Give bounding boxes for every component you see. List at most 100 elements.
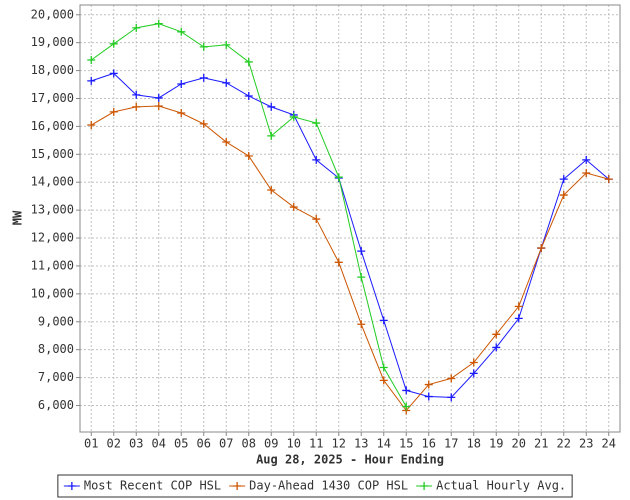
marker-shape bbox=[312, 215, 321, 224]
marker-shape bbox=[233, 482, 242, 490]
marker-shape bbox=[177, 79, 186, 88]
marker bbox=[87, 76, 96, 85]
marker bbox=[334, 258, 343, 267]
marker-shape bbox=[177, 27, 186, 36]
marker bbox=[402, 402, 411, 411]
x-tick-label: 16 bbox=[422, 437, 436, 451]
marker-shape bbox=[154, 102, 163, 111]
marker bbox=[244, 151, 253, 160]
marker bbox=[379, 363, 388, 372]
marker-shape bbox=[109, 69, 118, 78]
marker bbox=[312, 215, 321, 224]
marker-shape bbox=[469, 358, 478, 367]
marker-shape bbox=[379, 316, 388, 325]
x-axis-label: Aug 28, 2025 - Hour Ending bbox=[256, 453, 444, 467]
marker bbox=[87, 121, 96, 130]
marker-shape bbox=[109, 107, 118, 116]
legend-label: Actual Hourly Avg. bbox=[436, 479, 566, 493]
x-tick-label: 20 bbox=[512, 437, 526, 451]
x-tick-label: 10 bbox=[287, 437, 301, 451]
marker bbox=[537, 244, 546, 253]
marker bbox=[469, 369, 478, 378]
marker-shape bbox=[289, 112, 298, 121]
marker-shape bbox=[199, 73, 208, 82]
marker-shape bbox=[312, 155, 321, 164]
x-tick-label: 15 bbox=[399, 437, 413, 451]
marker bbox=[357, 247, 366, 256]
x-tick-label: 07 bbox=[219, 437, 233, 451]
marker bbox=[154, 102, 163, 111]
marker bbox=[357, 273, 366, 282]
marker-shape bbox=[514, 302, 523, 311]
y-tick-label: 19,000 bbox=[31, 35, 74, 49]
x-tick-label: 24 bbox=[602, 437, 616, 451]
marker-shape bbox=[424, 380, 433, 389]
y-tick-label: 18,000 bbox=[31, 63, 74, 77]
marker bbox=[492, 343, 501, 352]
x-tick-label: 18 bbox=[467, 437, 481, 451]
marker bbox=[334, 173, 343, 182]
marker-shape bbox=[447, 393, 456, 402]
x-tick-label: 04 bbox=[152, 437, 166, 451]
marker-shape bbox=[469, 369, 478, 378]
marker bbox=[233, 482, 242, 490]
marker-shape bbox=[379, 376, 388, 385]
marker bbox=[267, 131, 276, 140]
series-line bbox=[90, 105, 609, 412]
legend-item: Day-Ahead 1430 COP HSL bbox=[229, 479, 408, 493]
y-tick-label: 16,000 bbox=[31, 119, 74, 133]
x-tick-label: 01 bbox=[84, 437, 98, 451]
marker-shape bbox=[402, 386, 411, 395]
legend-item: Most Recent COP HSL bbox=[63, 479, 221, 493]
marker-shape bbox=[67, 482, 76, 490]
marker bbox=[424, 380, 433, 389]
x-tick-label: 17 bbox=[444, 437, 458, 451]
y-tick-label: 17,000 bbox=[31, 91, 74, 105]
legend-box bbox=[57, 474, 573, 498]
x-tick-label: 08 bbox=[242, 437, 256, 451]
y-tick-label: 12,000 bbox=[31, 231, 74, 245]
marker bbox=[177, 109, 186, 118]
marker bbox=[492, 330, 501, 339]
marker bbox=[514, 302, 523, 311]
marker bbox=[199, 73, 208, 82]
marker bbox=[420, 482, 429, 490]
marker bbox=[289, 112, 298, 121]
x-tick-label: 11 bbox=[309, 437, 323, 451]
x-tick-label: 14 bbox=[377, 437, 391, 451]
marker-shape bbox=[87, 121, 96, 130]
x-tick-label: 23 bbox=[579, 437, 593, 451]
marker-shape bbox=[244, 91, 253, 100]
y-tick-label: 7,000 bbox=[38, 370, 74, 384]
marker bbox=[222, 78, 231, 87]
y-tick-label: 20,000 bbox=[31, 7, 74, 21]
marker-shape bbox=[109, 39, 118, 48]
marker-shape bbox=[357, 247, 366, 256]
marker-shape bbox=[514, 314, 523, 323]
marker-shape bbox=[87, 55, 96, 64]
marker bbox=[559, 175, 568, 184]
marker-shape bbox=[289, 203, 298, 212]
plot-area bbox=[80, 5, 620, 432]
marker bbox=[582, 155, 591, 164]
marker-shape bbox=[420, 482, 429, 490]
marker bbox=[379, 376, 388, 385]
y-tick-label: 11,000 bbox=[31, 258, 74, 272]
marker bbox=[244, 57, 253, 66]
legend-label: Day-Ahead 1430 COP HSL bbox=[249, 479, 408, 493]
legend-item: Actual Hourly Avg. bbox=[416, 479, 566, 493]
marker bbox=[177, 27, 186, 36]
marker bbox=[604, 175, 613, 184]
marker bbox=[402, 386, 411, 395]
marker-shape bbox=[132, 23, 141, 32]
marker bbox=[357, 320, 366, 329]
marker-shape bbox=[559, 175, 568, 184]
y-tick-label: 14,000 bbox=[31, 175, 74, 189]
marker bbox=[582, 169, 591, 178]
marker bbox=[267, 186, 276, 195]
y-tick-label: 13,000 bbox=[31, 203, 74, 217]
marker-shape bbox=[402, 402, 411, 411]
marker bbox=[424, 392, 433, 401]
marker bbox=[154, 93, 163, 102]
